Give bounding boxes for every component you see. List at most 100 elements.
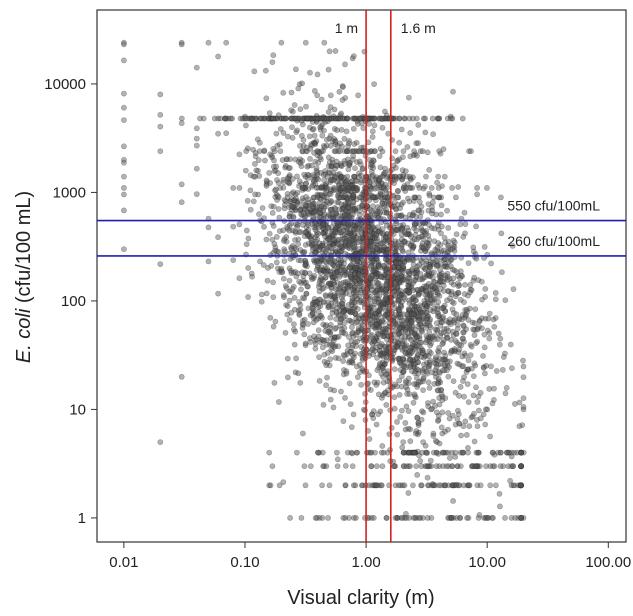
scatter-point xyxy=(413,428,420,434)
scatter-point xyxy=(375,331,382,338)
scatter-point xyxy=(419,240,426,247)
scatter-point xyxy=(482,285,489,292)
scatter-point xyxy=(157,261,164,267)
scatter-point xyxy=(398,361,405,368)
scatter-point xyxy=(394,418,400,425)
scatter-point xyxy=(313,206,319,213)
scatter-point xyxy=(415,422,422,429)
scatter-point xyxy=(450,497,456,504)
scatter-point xyxy=(310,115,316,122)
scatter-point xyxy=(242,167,249,174)
scatter-point xyxy=(438,482,444,489)
scatter-point xyxy=(497,194,504,201)
scatter-point xyxy=(369,345,376,352)
scatter-point xyxy=(473,223,479,230)
scatter-point xyxy=(303,224,310,230)
scatter-point xyxy=(396,325,403,332)
scatter-point xyxy=(406,289,413,296)
scatter-point xyxy=(388,298,395,305)
scatter-point xyxy=(444,276,451,283)
scatter-point xyxy=(391,394,398,401)
scatter-point xyxy=(415,287,421,293)
scatter-point xyxy=(370,304,377,311)
scatter-point xyxy=(399,317,405,324)
scatter-point xyxy=(502,297,509,304)
scatter-point xyxy=(255,157,262,163)
scatter-point xyxy=(348,359,355,365)
scatter-point xyxy=(456,420,463,427)
scatter-point xyxy=(337,284,344,290)
scatter-point xyxy=(398,321,404,328)
scatter-point xyxy=(395,330,402,337)
scatter-point xyxy=(295,85,302,92)
scatter-point xyxy=(470,244,477,251)
scatter-point xyxy=(344,200,351,207)
scatter-point xyxy=(329,156,336,163)
scatter-point xyxy=(272,318,279,325)
scatter-point xyxy=(373,421,380,428)
scatter-point xyxy=(284,303,291,309)
scatter-point xyxy=(274,193,281,199)
scatter-point xyxy=(368,463,375,470)
scatter-point xyxy=(329,173,336,180)
scatter-point xyxy=(376,347,383,354)
scatter-point xyxy=(416,207,422,214)
scatter-point xyxy=(304,210,311,217)
scatter-point xyxy=(417,308,423,315)
scatter-point xyxy=(381,361,387,368)
scatter-point xyxy=(420,354,427,361)
scatter-point xyxy=(461,299,467,305)
scatter-point xyxy=(429,207,436,214)
scatter-point xyxy=(398,272,405,279)
scatter-point xyxy=(429,115,436,122)
scatter-point xyxy=(486,310,493,317)
scatter-point xyxy=(345,166,352,173)
scatter-point xyxy=(426,322,433,329)
scatter-point xyxy=(444,449,451,456)
scatter-point xyxy=(457,383,464,390)
scatter-point xyxy=(367,206,373,213)
scatter-point xyxy=(376,310,382,317)
scatter-point xyxy=(405,319,412,325)
scatter-point xyxy=(121,207,127,214)
scatter-point xyxy=(406,286,413,293)
scatter-point xyxy=(352,276,359,283)
scatter-point xyxy=(417,458,424,464)
scatter-point xyxy=(298,163,305,170)
scatter-point xyxy=(350,185,357,191)
scatter-point xyxy=(406,391,413,397)
scatter-point xyxy=(299,212,305,219)
scatter-point xyxy=(342,61,348,68)
scatter-point xyxy=(438,424,445,431)
scatter-point xyxy=(453,331,460,337)
scatter-point xyxy=(463,306,470,313)
scatter-point xyxy=(421,274,428,281)
scatter-point xyxy=(426,334,433,341)
scatter-point xyxy=(410,399,417,406)
scatter-point xyxy=(356,158,363,165)
scatter-point xyxy=(263,290,270,297)
scatter-point xyxy=(401,463,407,470)
scatter-point xyxy=(402,359,409,366)
scatter-point xyxy=(353,273,360,280)
scatter-point xyxy=(256,211,262,218)
scatter-point xyxy=(342,269,349,276)
scatter-point xyxy=(284,374,291,381)
scatter-point xyxy=(457,296,464,303)
scatter-point xyxy=(362,338,368,345)
scatter-point xyxy=(289,134,296,141)
scatter-point xyxy=(345,281,352,287)
scatter-point xyxy=(407,438,414,445)
scatter-point xyxy=(280,292,287,299)
scatter-point xyxy=(452,449,459,456)
scatter-point xyxy=(498,230,505,237)
scatter-point xyxy=(373,321,380,328)
scatter-point xyxy=(321,127,327,134)
scatter-point xyxy=(374,246,381,252)
scatter-point xyxy=(495,330,502,337)
scatter-point xyxy=(397,279,404,286)
scatter-point xyxy=(392,205,399,212)
scatter-point xyxy=(377,319,383,326)
scatter-point xyxy=(262,157,268,164)
scatter-point xyxy=(474,423,481,430)
